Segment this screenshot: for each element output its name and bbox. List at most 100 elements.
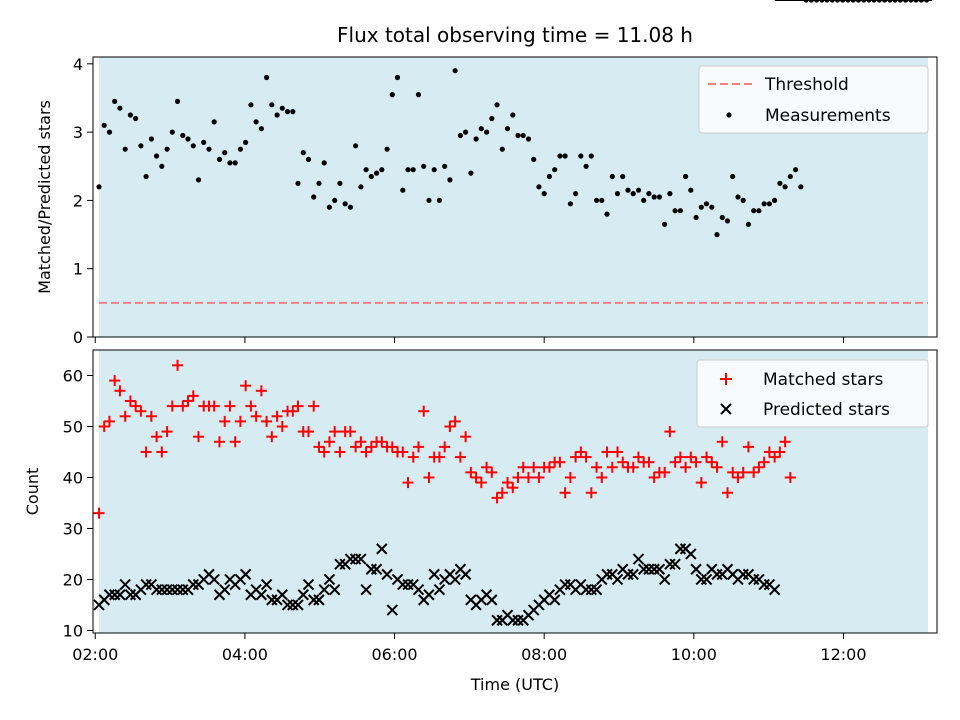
top-y-tick-label: 2 — [73, 191, 83, 210]
matched-point — [627, 461, 639, 473]
measurement-point — [635, 187, 642, 193]
predicted-point — [611, 573, 624, 586]
measurement-point — [180, 132, 186, 139]
matched-point — [130, 400, 142, 412]
predicted-point — [171, 583, 184, 596]
matched-point — [758, 456, 770, 468]
predicted-point-b — [381, 568, 393, 581]
matched-point — [475, 477, 487, 489]
predicted-point — [737, 568, 749, 581]
predicted-point-b — [308, 594, 320, 606]
predicted-point-b — [585, 583, 598, 596]
measurement-point — [793, 167, 799, 173]
measurement-point — [295, 180, 301, 186]
matched-point — [224, 400, 236, 412]
top-y-tick-label: 0 — [73, 328, 83, 347]
matched-point — [318, 446, 330, 458]
predicted-point-b — [611, 573, 624, 586]
measurement-point — [641, 197, 647, 203]
measurement-point — [651, 194, 657, 200]
measurement-point — [96, 184, 102, 190]
measurement-point — [133, 115, 139, 122]
chart-title: Flux total observing time = 11.08 h — [337, 23, 693, 47]
predicted-point-b — [292, 599, 304, 611]
predicted-point — [601, 568, 613, 581]
predicted-point-b — [491, 614, 503, 626]
measurement-point — [709, 204, 715, 210]
predicted-point — [281, 599, 294, 611]
measurement-point — [264, 74, 270, 81]
matched-point — [365, 441, 377, 453]
matched-point — [753, 461, 765, 473]
measurement-point — [421, 163, 427, 169]
top-panel: 0 1 2 3 4 Matched/Predicted stars Threshold … — [35, 0, 938, 347]
measurement-point — [583, 163, 589, 169]
predicted-point — [658, 573, 671, 586]
matched-point — [486, 466, 498, 478]
predicted-point — [302, 578, 315, 591]
matched-point — [632, 451, 644, 463]
measurement-point — [127, 112, 133, 118]
predicted-point-b — [114, 589, 126, 601]
measurement-point — [452, 68, 458, 74]
matched-point — [591, 461, 603, 473]
matched-point — [690, 456, 702, 468]
predicted-point-b — [653, 563, 666, 575]
matched-point — [402, 477, 414, 489]
predicted-point-b — [449, 573, 461, 586]
predicted-point — [376, 543, 388, 555]
predicted-point — [433, 583, 446, 596]
predicted-point-b — [507, 614, 519, 626]
predicted-point — [491, 614, 503, 626]
predicted-point-b — [402, 578, 414, 591]
measurement-point — [473, 136, 479, 142]
predicted-point — [119, 578, 131, 591]
matched-point — [276, 420, 288, 432]
measurement-point — [766, 201, 773, 207]
predicted-point-b — [407, 578, 419, 591]
measurement-point — [284, 109, 291, 115]
predicted-point-b — [344, 553, 357, 565]
predicted-point — [292, 599, 304, 611]
predicted-point — [428, 568, 440, 581]
measurement-point — [677, 208, 684, 214]
matched-point — [585, 487, 597, 499]
measurement-point — [499, 146, 505, 152]
predicted-point — [260, 578, 273, 591]
predicted-point — [103, 589, 116, 601]
predicted-point — [124, 589, 137, 601]
matched-point — [575, 446, 587, 458]
measurement-point — [646, 191, 652, 197]
predicted-point — [156, 583, 168, 596]
matched-point — [182, 395, 194, 407]
predicted-point — [580, 583, 592, 596]
measurement-point — [101, 122, 107, 128]
predicted-point — [370, 563, 383, 575]
predicted-point-b — [334, 558, 346, 570]
measurement-point — [216, 156, 223, 162]
matched-point — [643, 456, 655, 468]
matched-point — [407, 451, 419, 463]
predicted-point — [548, 594, 561, 606]
predicted-point-b — [690, 563, 702, 575]
predicted-point-b — [763, 578, 776, 591]
matched-point — [659, 466, 671, 478]
measurement-point — [106, 129, 113, 135]
top-y-ticks: 0 1 2 3 4 — [73, 55, 93, 347]
measurement-point — [761, 201, 767, 207]
matched-point — [711, 461, 723, 473]
predicted-point-b — [323, 573, 336, 586]
measurement-point — [567, 201, 574, 207]
predicted-point-b — [161, 583, 173, 596]
predicted-point-b — [669, 558, 681, 570]
measurement-point — [510, 112, 516, 118]
legend-x-b — [720, 403, 732, 415]
measurement-point — [735, 194, 741, 200]
measurement-point — [693, 214, 699, 221]
measurement-point — [442, 163, 448, 169]
predicted-point-b — [679, 543, 692, 555]
measurement-point — [389, 92, 395, 98]
predicted-point-b — [103, 589, 116, 601]
measurement-point — [243, 139, 249, 145]
